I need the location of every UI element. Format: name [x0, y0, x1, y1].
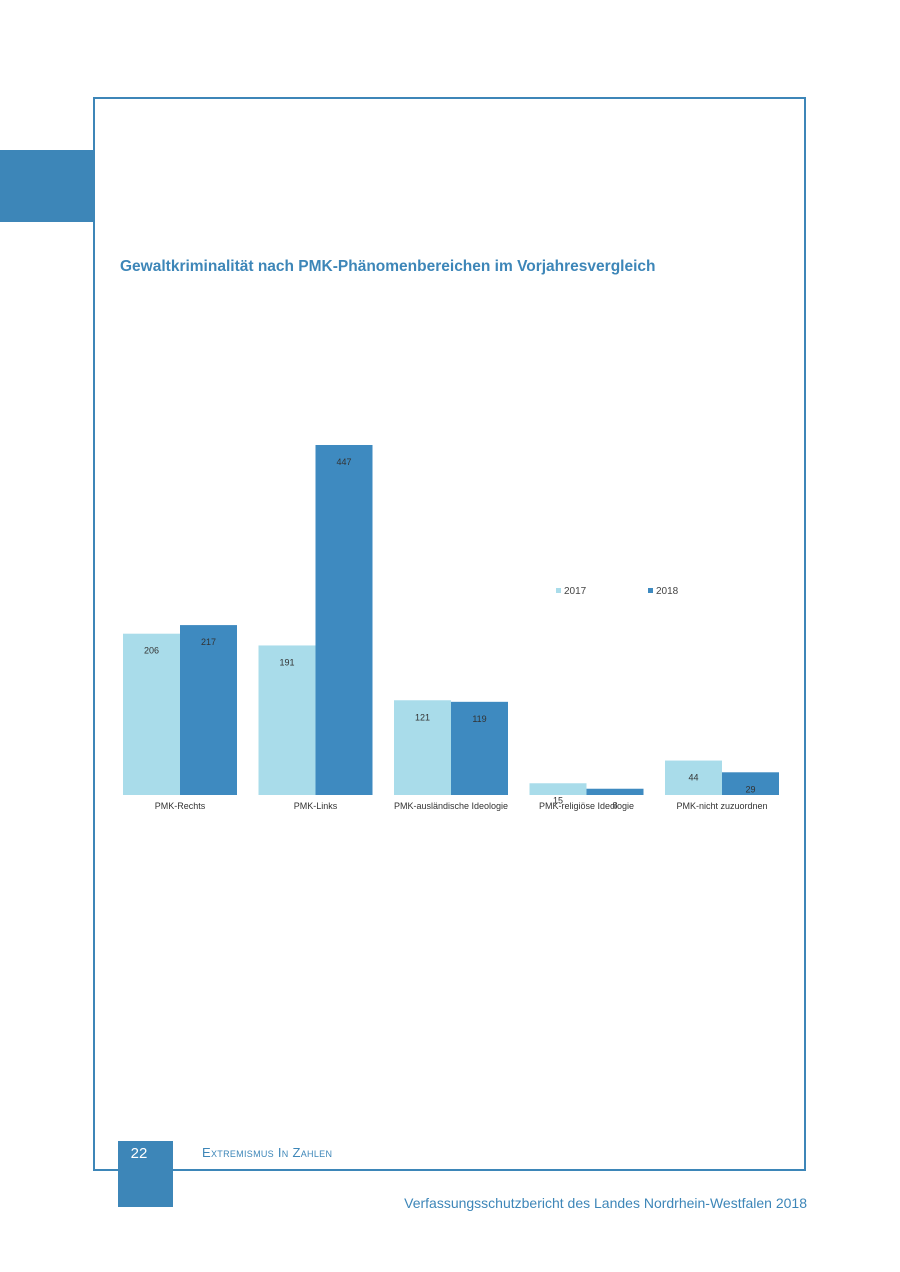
- bar-pmk-nicht-zuzuordnen-2018: [722, 772, 779, 795]
- page-frame: [93, 97, 806, 1171]
- data-label-pmk-rechts-2017: 206: [144, 646, 159, 656]
- category-label-pmk-links: PMK-Links: [294, 801, 338, 811]
- bar-pmk-religi-se-ideologie-2018: [586, 788, 644, 795]
- legend-swatch-2017: [556, 588, 561, 593]
- bar-pmk-ausl-ndische-ideologie-2018: [451, 701, 508, 795]
- legend-label-2017: 2017: [564, 586, 587, 597]
- data-label-pmk-religi-se-ideologie-2017: 15: [553, 795, 563, 805]
- bar-pmk-links-2017: [258, 645, 316, 795]
- legend-label-2018: 2018: [656, 586, 679, 597]
- category-label-pmk-rechts: PMK-Rechts: [155, 801, 206, 811]
- chapter-tab: [0, 150, 95, 222]
- bar-pmk-ausl-ndische-ideologie-2017: [394, 700, 451, 795]
- bar-pmk-rechts-2018: [180, 625, 237, 795]
- legend-swatch-2018: [648, 588, 653, 593]
- data-label-pmk-religi-se-ideologie-2018: 8: [612, 801, 617, 811]
- bar-pmk-nicht-zuzuordnen-2017: [665, 760, 722, 795]
- data-label-pmk-ausl-ndische-ideologie-2017: 121: [415, 712, 430, 722]
- category-label-pmk-nicht-zuzuordnen: PMK-nicht zuzuordnen: [676, 801, 767, 811]
- footer-text: Verfassungsschutzbericht des Landes Nord…: [404, 1195, 807, 1211]
- bar-pmk-religi-se-ideologie-2017: [529, 783, 587, 795]
- page-number: 22: [130, 1145, 148, 1162]
- category-label-pmk-religi-se-ideologie: PMK-religiöse Ideologie: [539, 801, 634, 811]
- data-label-pmk-links-2018: 447: [336, 457, 351, 467]
- bar-pmk-rechts-2017: [123, 633, 180, 795]
- section-title: Extremismus In Zahlen: [202, 1145, 333, 1160]
- category-label-pmk-ausl-ndische-ideologie: PMK-ausländische Ideologie: [394, 801, 508, 811]
- data-label-pmk-nicht-zuzuordnen-2018: 29: [745, 784, 755, 794]
- data-label-pmk-links-2017: 191: [279, 657, 294, 667]
- data-label-pmk-nicht-zuzuordnen-2017: 44: [688, 773, 698, 783]
- chart-title: Gewaltkriminalität nach PMK-Phänomenbere…: [120, 258, 656, 275]
- data-label-pmk-rechts-2018: 217: [201, 637, 216, 647]
- bar-pmk-links-2018: [315, 444, 373, 795]
- page-number-box: 22: [118, 1141, 173, 1207]
- data-label-pmk-ausl-ndische-ideologie-2018: 119: [472, 714, 486, 724]
